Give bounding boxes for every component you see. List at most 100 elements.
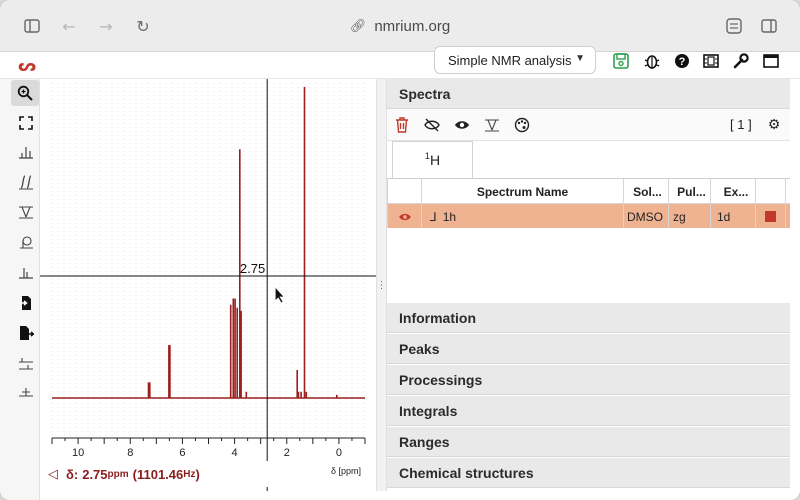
import-icon[interactable] (12, 290, 40, 316)
link-icon: 🔗︎ (349, 18, 367, 34)
spectra-toolbar: [ 1 ] ⚙ (387, 109, 790, 141)
spectra-section-header[interactable]: Spectra (387, 79, 790, 109)
x-tick-label: 6 (179, 447, 185, 459)
palette-icon[interactable] (512, 116, 532, 134)
zoom-tool[interactable] (11, 80, 39, 106)
section-label: Peaks (399, 340, 440, 357)
section-label: Chemical structures (399, 464, 534, 481)
window-icon[interactable] (761, 51, 781, 71)
forward-arrow-icon[interactable]: → (99, 16, 113, 36)
x-tick-label: 4 (232, 447, 238, 459)
chevron-down-icon: ▼ (575, 53, 585, 64)
range-picking-icon[interactable] (12, 259, 40, 285)
section-label: Integrals (399, 402, 458, 419)
information-section-header[interactable]: Information (387, 303, 790, 333)
col-pulse[interactable]: Pul... (669, 179, 711, 204)
spectrum-svg[interactable]: 10 8 6 4 2 0 2.75 (40, 79, 376, 491)
full-view-icon[interactable] (12, 110, 40, 136)
phase-correction-icon[interactable] (12, 229, 40, 255)
solvent-cell: DMSO (624, 204, 669, 229)
x-tick-label: 10 (72, 447, 84, 459)
col-color (756, 179, 786, 204)
help-icon[interactable]: ? (672, 51, 692, 71)
split-view-icon[interactable] (757, 14, 781, 38)
url-text: nmrium.org (374, 17, 451, 35)
color-cell[interactable] (756, 204, 786, 229)
x-tick-label: 8 (127, 447, 133, 459)
spectrum-name: 1h (442, 209, 457, 224)
x-axis-unit-label: δ [ppm] (331, 466, 362, 476)
x-tick-label: 2 (284, 447, 290, 459)
table-empty-area (387, 228, 790, 303)
section-label: Processings (399, 371, 483, 388)
section-label: Ranges (399, 433, 450, 450)
integrals-section-header[interactable]: Integrals (387, 396, 790, 426)
spectrum-chart[interactable]: 10 8 6 4 2 0 2.75 (40, 79, 376, 491)
cursor-arrow-icon: ◁ (48, 466, 58, 482)
ppm-value: 2.75 (82, 466, 108, 482)
hz-close: ) (195, 466, 200, 482)
section-label: Information (399, 309, 476, 326)
table-header-row: Spectrum Name Sol... Pul... Ex... (387, 179, 790, 204)
spectrum-name-cell[interactable]: ⅃ 1h (422, 204, 624, 229)
address-bar[interactable]: 🔗︎ nmrium.org (330, 14, 470, 38)
spectra-count: [ 1 ] (730, 117, 752, 132)
color-swatch[interactable] (765, 211, 776, 222)
spectrum-line (52, 87, 365, 399)
reload-icon[interactable]: ↻ (136, 16, 150, 36)
exclusion-zone-icon[interactable] (12, 380, 40, 406)
panel-splitter[interactable]: ⋮ (376, 79, 387, 491)
mouse-cursor-icon (274, 285, 286, 304)
back-arrow-icon[interactable]: ← (62, 16, 76, 36)
nmrium-logo[interactable]: ᔕ (18, 56, 37, 75)
browser-toolbar: ← → ↻ 🔗︎ nmrium.org (0, 0, 800, 52)
nucleus-label: H (429, 152, 441, 168)
peak-picking-icon[interactable] (12, 139, 40, 165)
sidebar-icon[interactable] (20, 14, 44, 38)
show-all-icon[interactable] (452, 116, 472, 134)
table-row[interactable]: ⅃ 1h DMSO zg 1d (387, 204, 790, 229)
col-solvent[interactable]: Sol... (624, 179, 669, 204)
hz-unit: Hz (183, 468, 196, 480)
save-icon[interactable] (611, 51, 631, 71)
experiment-cell: 1d (711, 204, 756, 229)
baseline-icon[interactable] (482, 116, 502, 134)
ranges-section-header[interactable]: Ranges (387, 427, 790, 457)
workspace-label: Simple NMR analysis (448, 52, 572, 68)
workspace-select[interactable]: Simple NMR analysis ▼ (434, 46, 596, 74)
hide-all-icon[interactable] (422, 116, 442, 134)
ppm-unit: ppm (107, 468, 129, 480)
wrench-icon[interactable] (731, 51, 751, 71)
spectrum-1d-icon: ⅃ (430, 209, 437, 224)
settings-gear-icon[interactable]: ⚙ (767, 117, 781, 133)
col-experiment[interactable]: Ex... (711, 179, 756, 204)
bug-icon[interactable] (642, 51, 662, 71)
spectra-title: Spectra (399, 85, 451, 102)
processings-section-header[interactable]: Processings (387, 365, 790, 395)
svg-text:?: ? (679, 56, 686, 68)
col-visibility (387, 179, 422, 204)
film-icon[interactable] (701, 51, 721, 71)
delete-icon[interactable] (392, 116, 412, 134)
tool-column (0, 79, 40, 500)
spectra-stack-icon[interactable] (12, 351, 40, 377)
pulse-cell: zg (669, 204, 711, 229)
chemical-structures-section-header[interactable]: Chemical structures (387, 458, 790, 488)
extensions-icon[interactable] (722, 14, 746, 38)
crosshair-value-label: 2.75 (240, 261, 265, 276)
col-spectrum-name[interactable]: Spectrum Name (422, 179, 624, 204)
export-icon[interactable] (12, 320, 40, 346)
delta-label: δ: (66, 466, 79, 482)
baseline-correction-icon[interactable] (12, 199, 40, 225)
hz-value: (1101.46 (132, 466, 184, 482)
spectra-table: Spectrum Name Sol... Pul... Ex... ⅃ 1h D… (387, 178, 790, 229)
nucleus-mass: 1 (424, 151, 430, 161)
app-header: ᔕ Simple NMR analysis ▼ ? (0, 46, 800, 79)
visibility-eye-icon[interactable] (387, 204, 422, 229)
peaks-section-header[interactable]: Peaks (387, 334, 790, 364)
integral-icon[interactable] (12, 169, 40, 195)
x-tick-label: 0 (336, 447, 342, 459)
